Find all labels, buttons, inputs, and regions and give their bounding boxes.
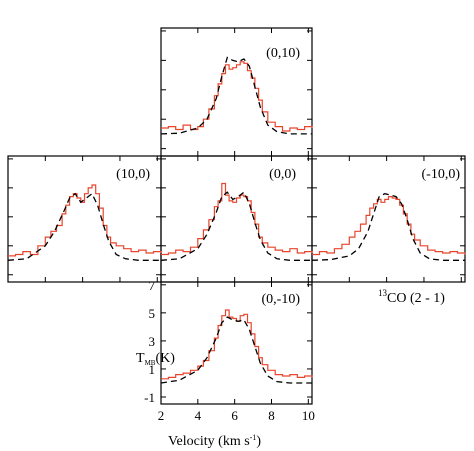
x-axis-label: Velocity (km s-1) bbox=[168, 433, 261, 449]
y-tick-label-1: 1 bbox=[149, 362, 156, 377]
model-spectrum-0 bbox=[160, 56, 312, 135]
model-spectrum-1 bbox=[7, 192, 161, 261]
x-axis-label-exp: -1 bbox=[250, 433, 257, 442]
y-axis-label: TMB(K) bbox=[136, 351, 175, 367]
panel-label-0-0: (0,0) bbox=[269, 167, 296, 182]
axis-layer: 2 4 6 8 10 -1 1 3 5 7 bbox=[144, 278, 315, 423]
panel-label-0-10: (0,10) bbox=[266, 46, 300, 61]
y-tick-label-2: 3 bbox=[149, 334, 156, 349]
model-spectrum-4 bbox=[160, 316, 312, 384]
observed-spectrum-0 bbox=[161, 61, 313, 132]
x-tick-label-1: 4 bbox=[195, 408, 202, 423]
x-tick-label-0: 2 bbox=[158, 408, 165, 423]
observed-spectrum-2 bbox=[161, 182, 313, 256]
y-axis-label-sub: MB bbox=[145, 359, 156, 367]
molecule-label: 13CO (2 - 1) bbox=[378, 288, 445, 306]
panel-label-minus10-0: (-10,0) bbox=[422, 167, 461, 182]
y-tick-label-3: 5 bbox=[149, 306, 156, 321]
panel-frame-right bbox=[311, 155, 466, 283]
x-axis-label-main: Velocity (km s bbox=[168, 434, 250, 449]
observed-spectrum-1 bbox=[8, 184, 162, 257]
y-tick-label-0: -1 bbox=[144, 390, 155, 405]
x-tick-label-4: 10 bbox=[302, 408, 315, 423]
panel-box-3 bbox=[311, 155, 466, 283]
panel-frame-bottom bbox=[160, 281, 313, 405]
observed-spectrum-3 bbox=[312, 196, 466, 256]
y-axis-label-t: T bbox=[136, 351, 145, 366]
panel-label-0-minus10: (0,-10) bbox=[262, 292, 301, 307]
x-tick-label-2: 6 bbox=[231, 408, 238, 423]
model-spectrum-3 bbox=[311, 193, 465, 261]
panel-box-4 bbox=[160, 281, 313, 405]
molecule-name: CO (2 - 1) bbox=[387, 291, 445, 306]
series-layer bbox=[7, 56, 466, 384]
molecule-isotope-superscript: 13 bbox=[378, 288, 388, 298]
x-tick-label-3: 8 bbox=[268, 408, 275, 423]
model-spectrum-2 bbox=[160, 191, 312, 261]
y-axis-label-unit: (K) bbox=[155, 351, 175, 366]
panel-label-10-0: (10,0) bbox=[116, 167, 150, 182]
y-tick-label-4: 7 bbox=[149, 278, 156, 293]
x-axis-label-close: ) bbox=[256, 434, 261, 449]
